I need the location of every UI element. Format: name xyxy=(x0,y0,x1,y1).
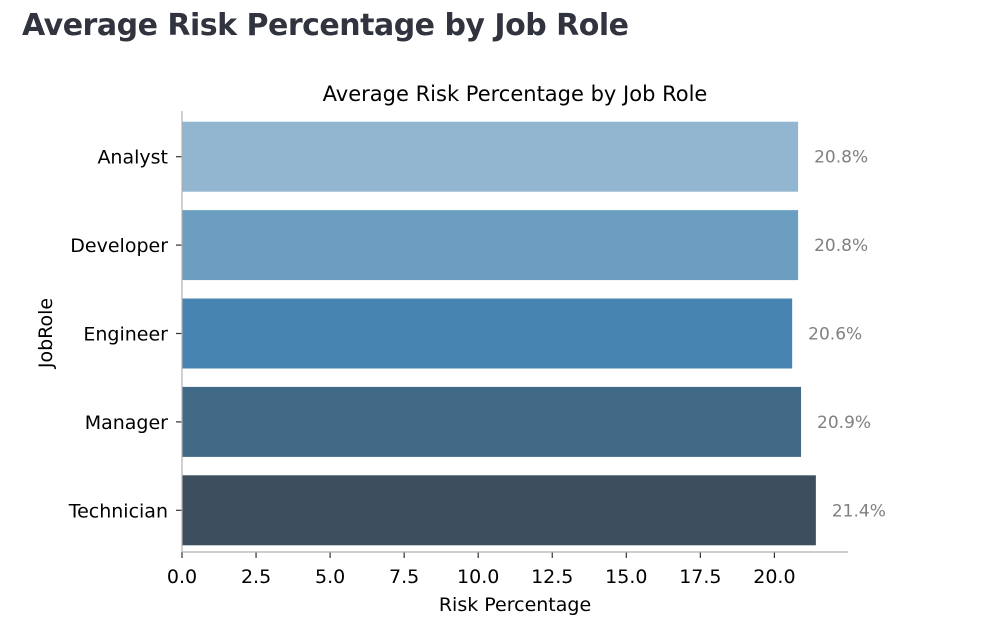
y-axis-ticks: Analyst Developer Engineer Manager Technicia… xyxy=(68,147,182,522)
y-tick-label-technician: Technician xyxy=(68,500,168,522)
data-label-technician: 21.4% xyxy=(832,501,886,521)
y-tick-label-analyst: Analyst xyxy=(97,147,168,169)
bar-analyst xyxy=(182,121,799,192)
x-tick-label: 2.5 xyxy=(241,566,271,588)
x-tick-label: 5.0 xyxy=(315,566,345,588)
x-tick-label: 7.5 xyxy=(389,566,419,588)
x-tick-label: 17.5 xyxy=(679,566,721,588)
x-axis-label: Risk Percentage xyxy=(439,594,591,616)
y-tick-label-engineer: Engineer xyxy=(83,324,168,346)
x-tick-label: 15.0 xyxy=(605,566,647,588)
data-labels-group: 20.8% 20.8% 20.6% 20.9% 21.4% xyxy=(808,148,886,522)
x-tick-label: 12.5 xyxy=(531,566,573,588)
x-tick-label: 20.0 xyxy=(753,566,795,588)
y-axis-label: JobRole xyxy=(35,298,57,369)
bar-engineer xyxy=(182,298,793,369)
bar-manager xyxy=(182,386,802,457)
data-label-developer: 20.8% xyxy=(814,236,868,256)
page-heading: Average Risk Percentage by Job Role xyxy=(22,8,629,43)
x-tick-label: 10.0 xyxy=(457,566,499,588)
x-tick-label: 0.0 xyxy=(167,566,197,588)
x-axis-ticks: 0.0 2.5 5.0 7.5 10.0 12.5 15.0 17.5 20.0 xyxy=(167,552,796,588)
chart-title: Average Risk Percentage by Job Role xyxy=(323,82,708,106)
y-tick-label-developer: Developer xyxy=(70,235,168,257)
data-label-analyst: 20.8% xyxy=(814,148,868,168)
bar-developer xyxy=(182,210,799,281)
bars-group xyxy=(182,121,816,546)
bar-technician xyxy=(182,475,816,546)
data-label-engineer: 20.6% xyxy=(808,325,862,345)
y-tick-label-manager: Manager xyxy=(85,412,168,434)
data-label-manager: 20.9% xyxy=(817,413,871,433)
